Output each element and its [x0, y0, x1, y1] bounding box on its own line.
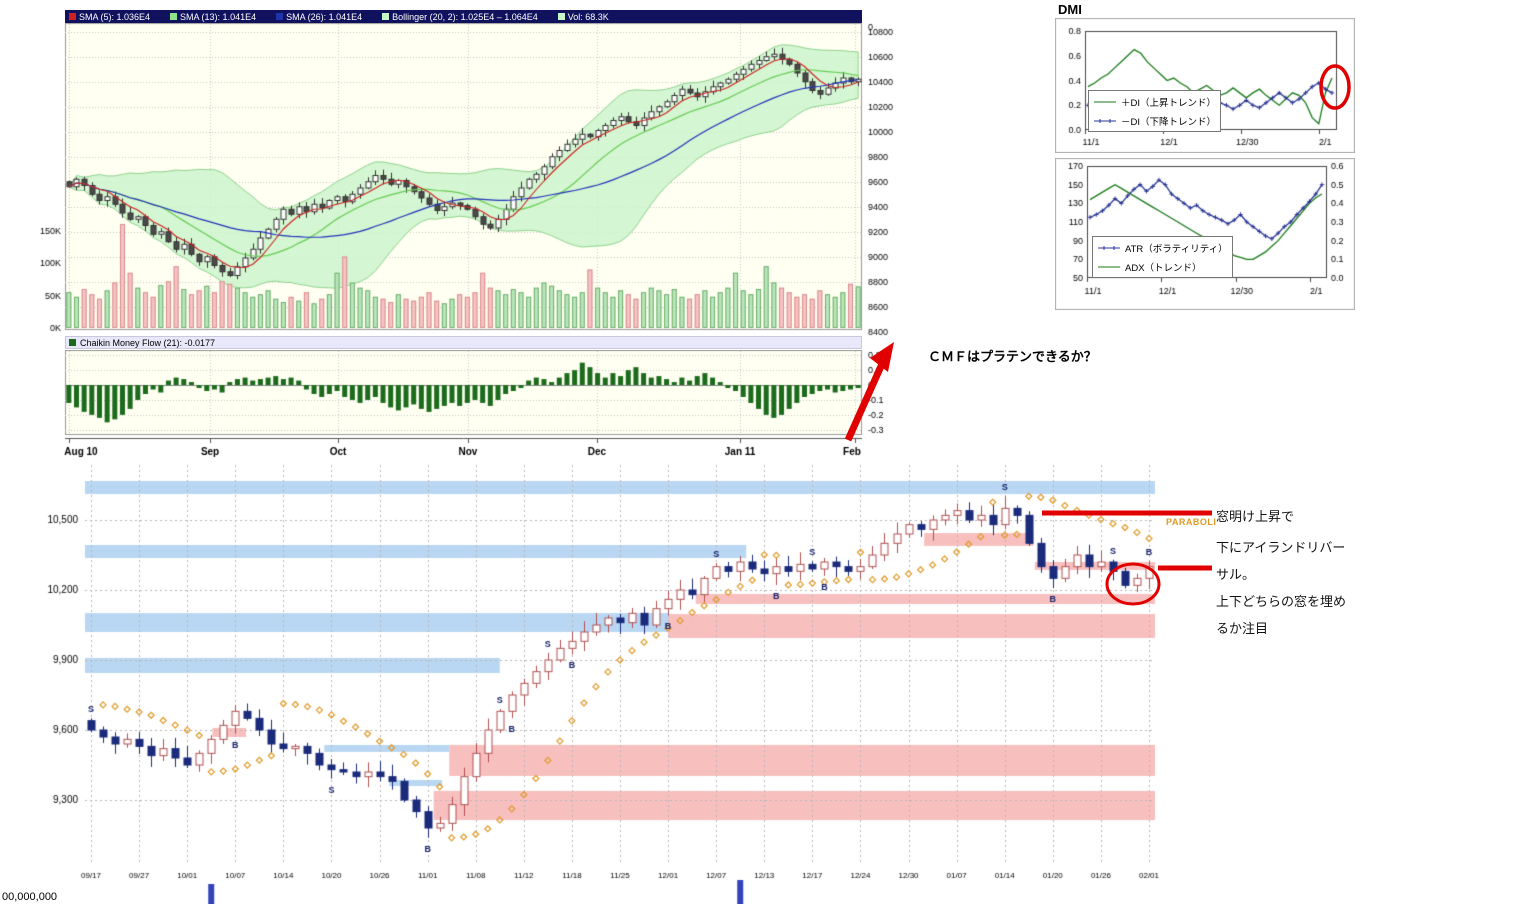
- red-arrow-shaft: [844, 362, 886, 442]
- daily-note-line3: サル。: [1216, 567, 1256, 582]
- daily-note-line4: 上下どちらの窓を埋め: [1216, 594, 1347, 609]
- atr-adx-legend: ATR（ボラティリティ） ADX（トレンド）: [1092, 236, 1233, 278]
- island-reversal-circle: [1105, 562, 1161, 606]
- red-arrow-head: [870, 342, 894, 372]
- main-price-chart-canvas: [25, 23, 900, 336]
- cmf-question-note: ＣＭＦはプラテンできるか？: [928, 349, 1097, 364]
- legend-row: ADX（トレンド）: [1098, 262, 1202, 274]
- atr-adx-chart-canvas: [1055, 158, 1355, 310]
- legend-item: Vol: 68.3K: [557, 12, 609, 22]
- cmf-title: Chaikin Money Flow (21): -0.0177: [80, 337, 216, 348]
- legend-item: Bollinger (20, 2): 1.025E4 – 1.064E4: [382, 12, 538, 22]
- legend-item: SMA (5): 1.036E4: [69, 12, 150, 22]
- dmi-title: DMI: [1058, 2, 1082, 17]
- dmi-highlight-circle: [1319, 64, 1351, 110]
- parabolic-label: PARABOLI: [1166, 517, 1217, 527]
- cmf-chart-canvas: [25, 350, 900, 460]
- daily-note-line2: 下にアイランドリバー: [1216, 540, 1346, 555]
- legend-item: SMA (26): 1.041E4: [276, 12, 362, 22]
- legend-item: SMA (13): 1.041E4: [170, 12, 256, 22]
- daily-note-line1: 窓明け上昇で: [1216, 509, 1295, 524]
- red-up-arrow-annotation: [844, 342, 894, 442]
- daily-volume-axis-label: 00,000,000: [2, 891, 58, 903]
- cmf-header: Chaikin Money Flow (21): -0.0177: [65, 336, 862, 349]
- legend-row: ＋DI（上昇トレンド）: [1094, 97, 1217, 109]
- cmf-legend-swatch: [69, 339, 76, 346]
- main-chart-legend: SMA (5): 1.036E4 SMA (13): 1.041E4 SMA (26…: [65, 10, 862, 23]
- dmi-legend: ＋DI（上昇トレンド） －DI（下降トレンド）: [1088, 90, 1222, 132]
- daily-note-line5: るか注目: [1216, 621, 1269, 636]
- daily-chart-canvas: [20, 462, 1220, 904]
- dmi-chart-canvas: [1055, 18, 1355, 153]
- red-ellipse-icon: [1319, 64, 1351, 110]
- legend-row: －DI（下降トレンド）: [1093, 111, 1216, 130]
- legend-row: ATR（ボラティリティ）: [1097, 238, 1228, 257]
- daily-red-annotations: [1042, 510, 1212, 606]
